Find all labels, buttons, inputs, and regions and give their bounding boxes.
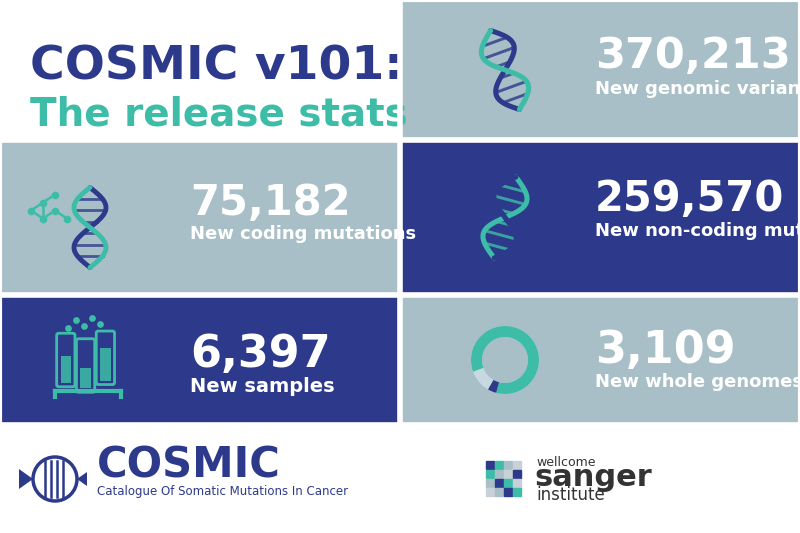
Bar [0, 425, 800, 533]
Text: 75,182: 75,182 [190, 182, 350, 224]
Bar [100, 349, 110, 381]
Text: New samples: New samples [190, 377, 334, 396]
Bar [61, 356, 71, 383]
FancyBboxPatch shape [57, 333, 75, 387]
Bar [400, 0, 800, 140]
Text: The release stats: The release stats [30, 95, 408, 133]
Text: 6,397: 6,397 [190, 333, 330, 376]
Text: 259,570: 259,570 [595, 178, 784, 220]
Text: COSMIC v101:: COSMIC v101: [30, 45, 403, 90]
Text: 370,213: 370,213 [595, 35, 790, 77]
Text: New coding mutations: New coding mutations [190, 225, 416, 243]
Text: COSMIC: COSMIC [97, 444, 281, 486]
Text: New genomic variants: New genomic variants [595, 80, 800, 98]
Bar [0, 0, 400, 140]
Text: wellcome: wellcome [536, 456, 595, 470]
Text: sanger: sanger [534, 463, 652, 491]
Wedge shape [471, 326, 539, 394]
FancyBboxPatch shape [96, 331, 114, 384]
Polygon shape [77, 472, 87, 486]
Wedge shape [488, 380, 499, 393]
Bar [400, 140, 800, 295]
Bar [0, 140, 400, 295]
FancyBboxPatch shape [77, 339, 94, 392]
Bar [0, 295, 400, 425]
Text: institute: institute [536, 486, 605, 504]
Bar [400, 295, 800, 425]
Bar [81, 368, 90, 388]
Polygon shape [19, 469, 33, 489]
Text: New whole genomes: New whole genomes [595, 373, 800, 391]
Text: Catalogue Of Somatic Mutations In Cancer: Catalogue Of Somatic Mutations In Cancer [97, 484, 348, 497]
Text: 3,109: 3,109 [595, 329, 736, 372]
Wedge shape [471, 326, 539, 394]
Text: New non-coding mutations: New non-coding mutations [595, 222, 800, 240]
